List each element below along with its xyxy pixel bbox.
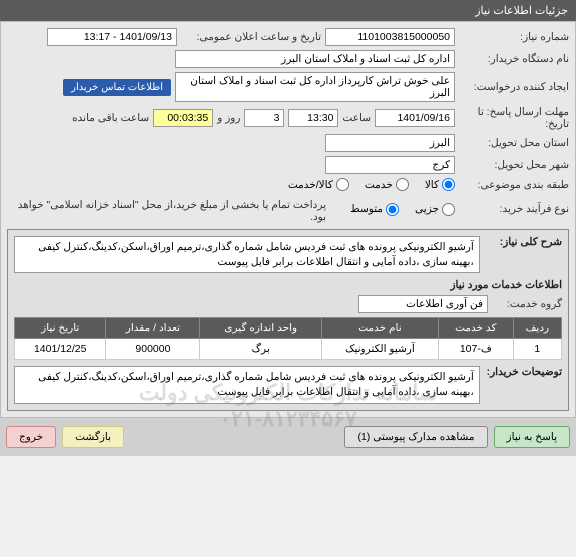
cell-date: 1401/12/25 [15,339,106,360]
cell-unit: برگ [200,339,322,360]
buyer-notes-field: آرشیو الکترونیکی پرونده های ثبت فردیس شا… [14,366,480,403]
radio-jozi[interactable]: جزیی [415,203,455,216]
process-type-radios: جزیی متوسط [350,203,455,216]
deadline-label: مهلت ارسال پاسخ: تا تاریخ: [459,106,569,130]
days-field: 3 [244,109,284,127]
services-table: ردیف کد خدمت نام خدمت واحد اندازه گیری ت… [14,317,562,360]
delivery-province-field: البرز [325,134,455,152]
radio-kala-khadamat[interactable]: کالا/خدمت [288,178,349,191]
group-field: فن آوری اطلاعات [358,295,488,313]
need-number-field: 1101003815000050 [325,28,455,46]
th-row: ردیف [513,318,561,339]
days-label: روز و [217,112,240,124]
delivery-city-field: کرج [325,156,455,174]
radio-kala[interactable]: کالا [425,178,455,191]
requester-field: علی خوش تراش کارپرداز اداره کل ثبت اسناد… [175,72,455,102]
cell-code: ف-107 [438,339,513,360]
th-name: نام خدمت [321,318,438,339]
th-code: کد خدمت [438,318,513,339]
requester-label: ایجاد کننده درخواست: [459,81,569,93]
page-header: جزئیات اطلاعات نیاز [0,0,576,21]
attachments-button[interactable]: مشاهده مدارک پیوستی (1) [344,426,487,448]
process-type-label: نوع فرآیند خرید: [459,203,569,215]
buyer-org-field: اداره کل ثبت اسناد و املاک استان البرز [175,50,455,68]
remaining-label: ساعت باقی مانده [72,112,149,124]
deadline-date-field: 1401/09/16 [375,109,455,127]
buyer-notes-label: توضیحات خریدار: [486,366,562,378]
description-box: شرح کلی نیاز: آرشیو الکترونیکی پرونده ها… [7,229,569,411]
radio-khadamat[interactable]: خدمت [365,178,409,191]
exit-button[interactable]: خروج [6,426,56,448]
public-datetime-field: 1401/09/13 - 13:17 [47,28,177,46]
return-button[interactable]: بازگشت [62,426,124,448]
contact-buyer-button[interactable]: اطلاعات تماس خریدار [63,79,171,96]
th-unit: واحد اندازه گیری [200,318,322,339]
need-number-label: شماره نیاز: [459,31,569,43]
group-label: گروه خدمت: [492,298,562,310]
deadline-time-field: 13:30 [288,109,338,127]
th-date: تاریخ نیاز [15,318,106,339]
radio-motevaset[interactable]: متوسط [350,203,399,216]
cell-n: 1 [513,339,561,360]
subject-type-label: طبقه بندی موضوعی: [459,179,569,191]
cell-qty: 900000 [106,339,200,360]
radio-kala-input[interactable] [442,178,455,191]
delivery-province-label: استان محل تحویل: [459,137,569,149]
main-desc-field: آرشیو الکترونیکی پرونده های ثبت فردیس شا… [14,236,480,273]
footer-buttons: پاسخ به نیاز مشاهده مدارک پیوستی (1) باز… [0,418,576,456]
radio-motevaset-input[interactable] [386,203,399,216]
table-row: 1 ف-107 آرشیو الکترونیک برگ 900000 1401/… [15,339,562,360]
main-content: شماره نیاز: 1101003815000050 تاریخ و ساع… [0,21,576,418]
cell-name: آرشیو الکترونیک [321,339,438,360]
main-desc-label: شرح کلی نیاز: [486,236,562,248]
th-qty: تعداد / مقدار [106,318,200,339]
radio-kala-khadamat-input[interactable] [336,178,349,191]
respond-button[interactable]: پاسخ به نیاز [494,426,570,448]
subject-type-radios: کالا خدمت کالا/خدمت [288,178,455,191]
info-section-label: اطلاعات خدمات مورد نیاز [14,279,562,291]
buyer-org-label: نام دستگاه خریدار: [459,53,569,65]
radio-khadamat-input[interactable] [396,178,409,191]
time-label-1: ساعت [342,112,371,124]
radio-jozi-input[interactable] [442,203,455,216]
remaining-time-field: 00:03:35 [153,109,213,127]
public-datetime-label: تاریخ و ساعت اعلان عمومی: [181,31,321,43]
delivery-city-label: شهر محل تحویل: [459,159,569,171]
page-title: جزئیات اطلاعات نیاز [475,5,568,17]
payment-note: پرداخت تمام یا بخشی از مبلغ خرید،از محل … [7,199,326,223]
